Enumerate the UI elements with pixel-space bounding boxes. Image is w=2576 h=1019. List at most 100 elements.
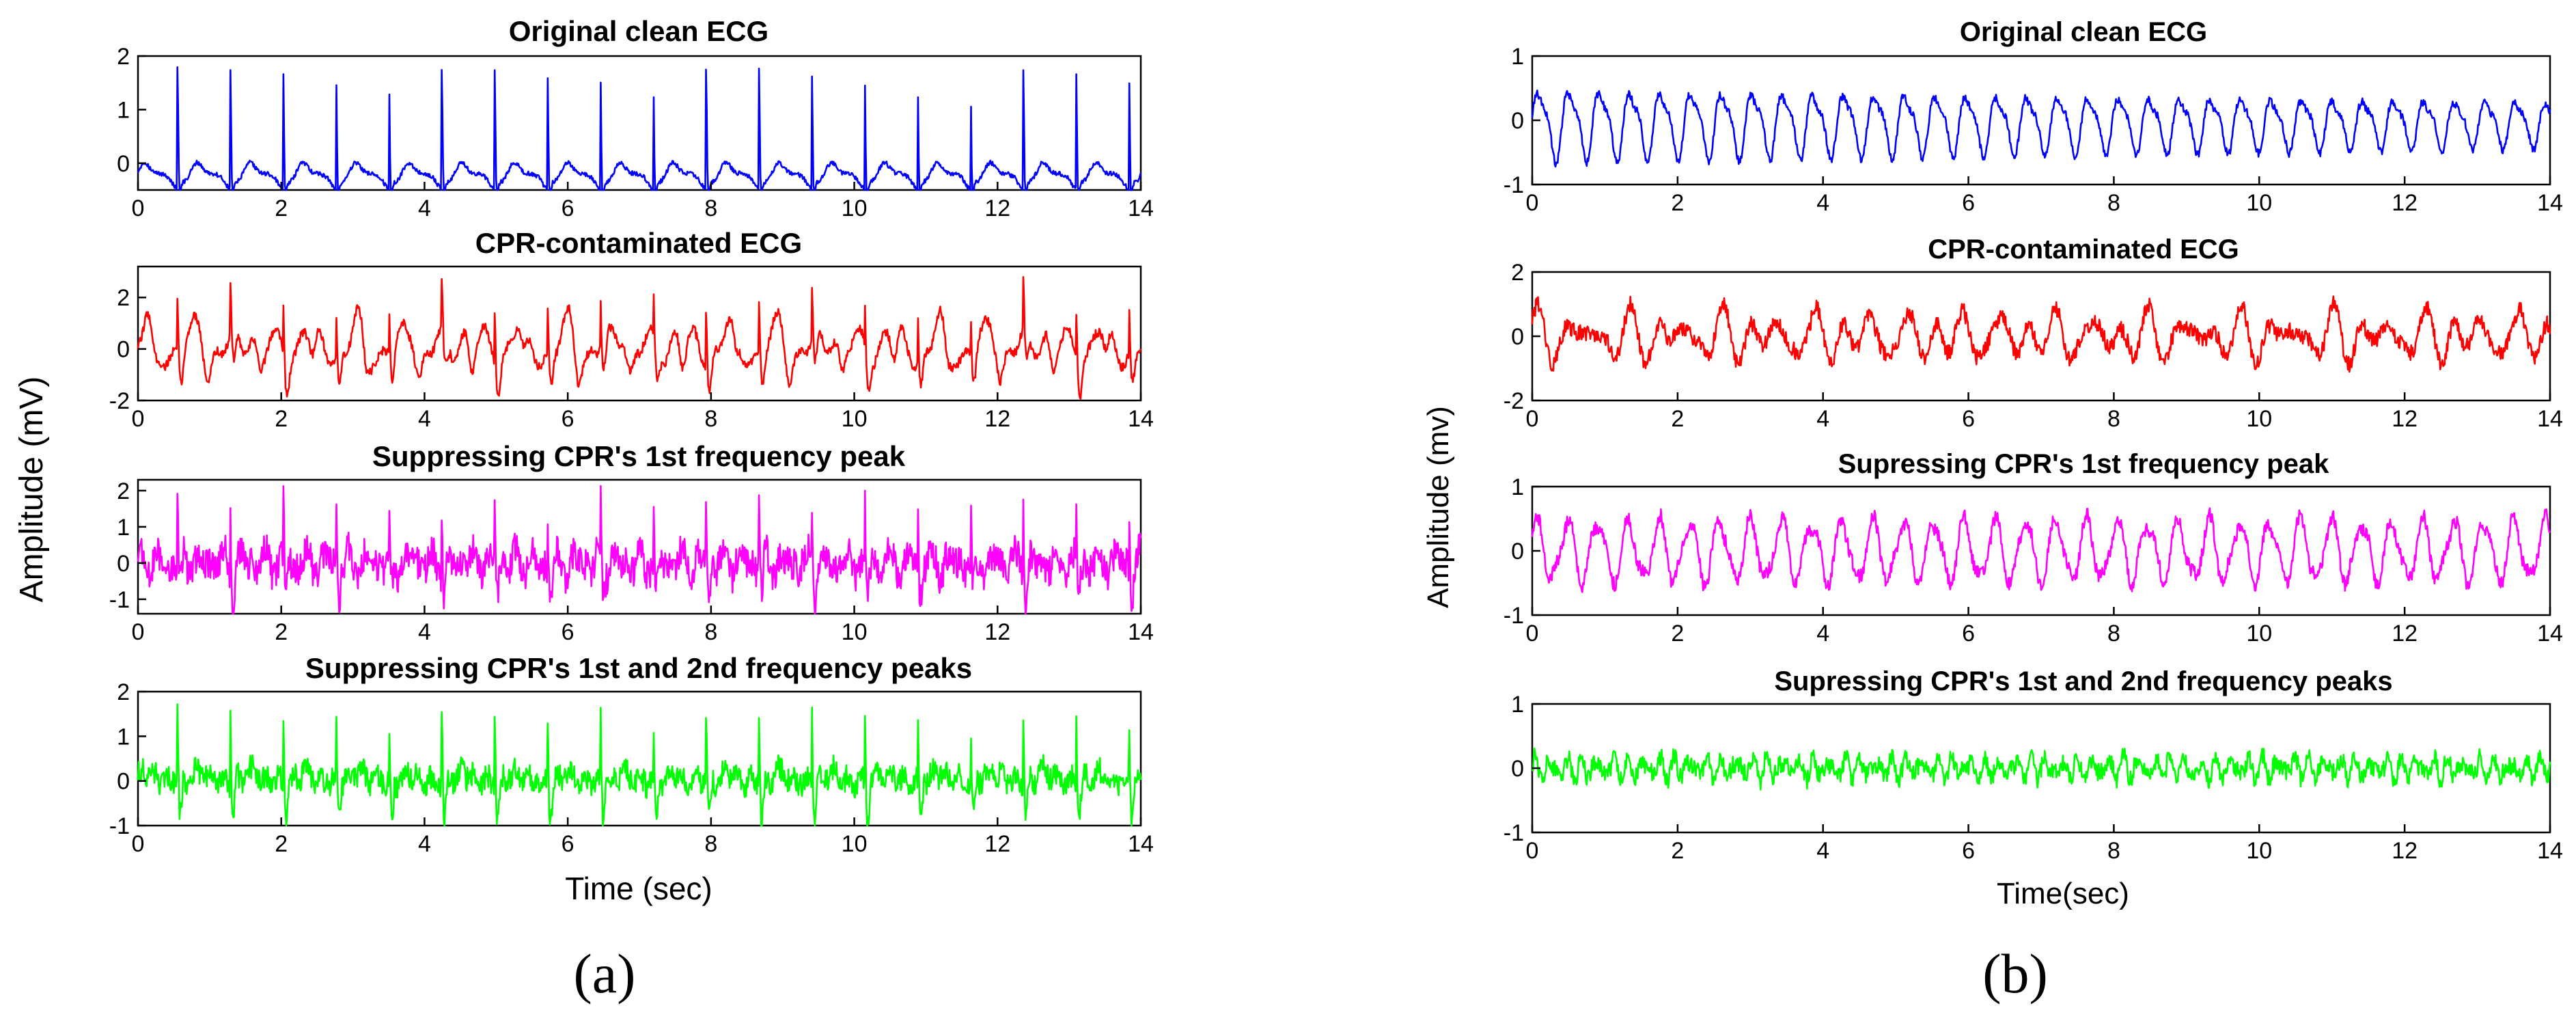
- y-tick-label: 2: [117, 285, 130, 311]
- panel-title: CPR-contaminated ECG: [475, 227, 802, 259]
- y-tick-label: 1: [1511, 44, 1524, 70]
- y-tick-label: -1: [1504, 820, 1524, 846]
- y-tick-label: 0: [1511, 108, 1524, 134]
- x-tick-label: 6: [1962, 190, 1975, 216]
- y-tick-label: 1: [1511, 692, 1524, 718]
- x-tick-label: 2: [275, 831, 288, 857]
- x-tick-label: 0: [132, 831, 145, 857]
- x-tick-label: 14: [2537, 621, 2563, 647]
- x-tick-label: 0: [132, 195, 145, 221]
- y-tick-label: 0: [1511, 539, 1524, 565]
- x-tick-label: 0: [132, 406, 145, 432]
- figure-b-xlabel: Time(sec): [1997, 877, 2129, 910]
- x-tick-label: 14: [1128, 195, 1154, 221]
- x-tick-label: 12: [2392, 406, 2418, 432]
- panel-title: Original clean ECG: [1960, 17, 2207, 47]
- y-tick-label: 2: [117, 679, 130, 705]
- x-tick-label: 14: [1128, 619, 1154, 645]
- x-tick-label: 12: [984, 195, 1010, 221]
- x-tick-label: 2: [1671, 838, 1684, 864]
- y-tick-label: 0: [1511, 324, 1524, 350]
- x-tick-label: 12: [984, 831, 1010, 857]
- panel-title: CPR-contaminated ECG: [1928, 234, 2239, 264]
- x-tick-label: 8: [2107, 406, 2120, 432]
- x-tick-label: 14: [1128, 831, 1154, 857]
- x-tick-label: 4: [1816, 406, 1829, 432]
- panel-b-clean-ecg: Original clean ECG 0 2 4 6 8 10 12 14 -101: [1504, 17, 2563, 216]
- x-tick-label: 0: [1526, 406, 1539, 432]
- x-tick-label: 8: [704, 406, 717, 432]
- panel-b-cpr-contaminated: CPR-contaminated ECG 0 2 4 6 8 10 12 14 -202: [1504, 234, 2563, 432]
- plot-frame: [137, 55, 1142, 191]
- x-axis-ticks: 0 2 4 6 8 10 12 14: [1526, 824, 2563, 864]
- x-tick-label: 2: [1671, 621, 1684, 647]
- x-axis-ticks: 0 2 4 6 8 10 12 14: [132, 182, 1154, 221]
- x-tick-label: 0: [1526, 190, 1539, 216]
- x-tick-label: 12: [984, 619, 1010, 645]
- x-axis-ticks: 0 2 4 6 8 10 12 14: [132, 606, 1154, 645]
- y-tick-label: 2: [117, 478, 130, 504]
- x-tick-label: 2: [275, 406, 288, 432]
- x-tick-label: 10: [842, 406, 868, 432]
- panel-title: Suppressing CPR's 1st frequency peak: [372, 440, 906, 472]
- y-tick-label: 1: [117, 724, 130, 750]
- x-tick-label: 6: [562, 195, 574, 221]
- figure-a-caption: (a): [573, 942, 635, 1005]
- y-tick-label: 0: [117, 769, 130, 795]
- panel-title: Supressing CPR's 1st and 2nd frequency p…: [1774, 666, 2392, 696]
- x-tick-label: 4: [418, 619, 431, 645]
- y-tick-label: 0: [117, 551, 130, 577]
- ecg-trace: [137, 66, 1142, 191]
- figure-a-xlabel: Time (sec): [565, 871, 712, 906]
- y-axis-ticks: -1 0 1 2: [109, 679, 146, 839]
- panel-b-suppressed-1st-2nd-peaks: Supressing CPR's 1st and 2nd frequency p…: [1504, 666, 2563, 864]
- x-tick-label: 14: [2537, 406, 2563, 432]
- y-tick-label: -2: [109, 388, 130, 414]
- x-axis-ticks: 0 2 4 6 8 10 12 14: [1526, 176, 2563, 216]
- figure-a: Amplitude (mV) Time (sec) (a) Original c…: [14, 15, 1154, 1005]
- panel-a-cpr-contaminated: CPR-contaminated ECG 0 2 4 6 8 10 12 14 -20 2: [109, 227, 1154, 432]
- y-axis-ticks: -1 0 1: [1504, 474, 1540, 629]
- x-tick-label: 0: [132, 619, 145, 645]
- x-tick-label: 2: [1671, 406, 1684, 432]
- y-axis-ticks: 0 1 2: [117, 44, 146, 177]
- plot-frame: [137, 690, 1142, 827]
- x-tick-label: 6: [1962, 621, 1975, 647]
- y-tick-label: -2: [1504, 388, 1524, 414]
- y-tick-label: 2: [117, 44, 130, 70]
- plot-frame: [137, 478, 1142, 615]
- y-tick-label: 0: [1511, 756, 1524, 782]
- x-tick-label: 4: [1816, 621, 1829, 647]
- x-tick-label: 10: [842, 831, 868, 857]
- panel-title: Supressing CPR's 1st frequency peak: [1838, 449, 2329, 479]
- x-tick-label: 12: [2392, 838, 2418, 864]
- x-tick-label: 0: [1526, 838, 1539, 864]
- x-tick-label: 8: [704, 619, 717, 645]
- y-tick-label: 2: [1511, 260, 1524, 286]
- figure-b-caption: (b): [1982, 942, 2048, 1005]
- x-tick-label: 4: [1816, 838, 1829, 864]
- x-tick-label: 10: [2246, 621, 2272, 647]
- x-tick-label: 8: [704, 195, 717, 221]
- x-axis-ticks: 0 2 4 6 8 10 12 14: [1526, 392, 2563, 432]
- x-axis-ticks: 0 2 4 6 8 10 12 14: [132, 392, 1154, 432]
- x-tick-label: 12: [2392, 190, 2418, 216]
- y-axis-ticks: -1 0 1: [1504, 44, 1540, 198]
- y-tick-label: -1: [109, 813, 130, 839]
- x-tick-label: 12: [2392, 621, 2418, 647]
- x-tick-label: 10: [842, 195, 868, 221]
- x-tick-label: 14: [1128, 406, 1154, 432]
- ecg-trace: [1531, 90, 2551, 168]
- x-tick-label: 4: [418, 406, 431, 432]
- panel-b-suppressed-1st-peak: Supressing CPR's 1st frequency peak 0 2 4 6…: [1504, 449, 2563, 647]
- x-tick-label: 2: [1671, 190, 1684, 216]
- x-tick-label: 6: [1962, 406, 1975, 432]
- x-tick-label: 6: [562, 406, 574, 432]
- x-tick-label: 4: [418, 195, 431, 221]
- x-tick-label: 10: [842, 619, 868, 645]
- y-tick-label: -1: [109, 587, 130, 613]
- panel-title: Original clean ECG: [509, 15, 768, 47]
- x-tick-label: 12: [984, 406, 1010, 432]
